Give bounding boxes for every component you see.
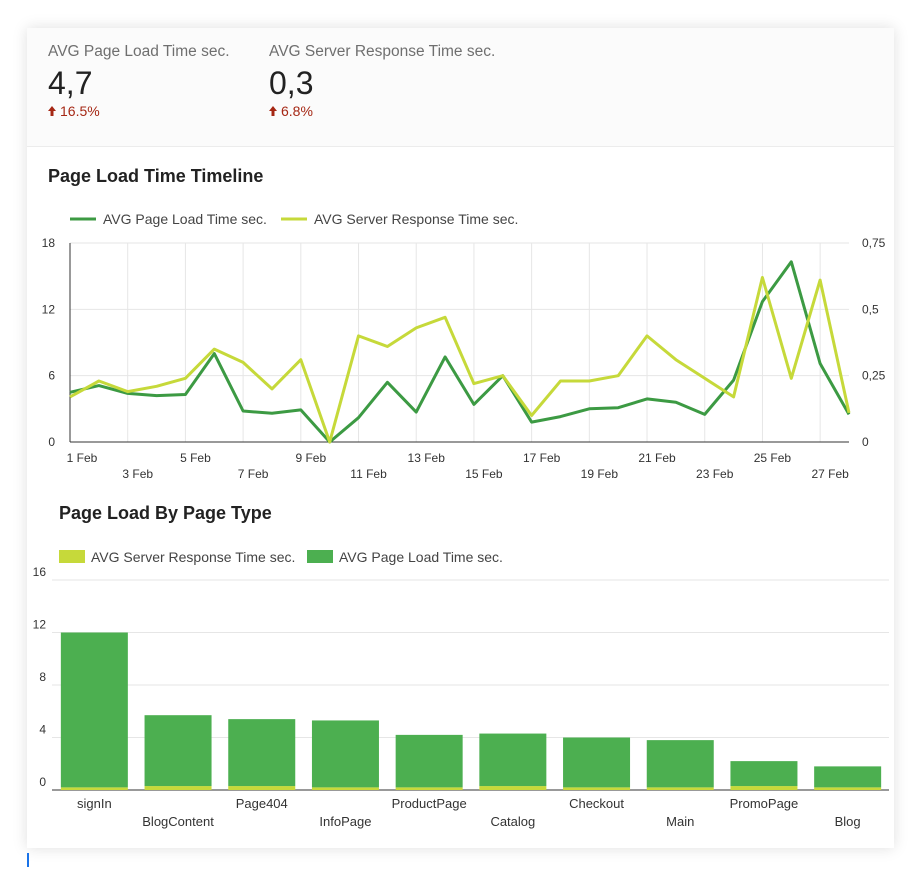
- y-tick-left: 0: [48, 435, 55, 449]
- by-type-title: Page Load By Page Type: [59, 503, 272, 523]
- x-tick-label: 23 Feb: [696, 467, 734, 481]
- arrow-up-icon: [48, 106, 56, 116]
- y-tick: 4: [39, 723, 46, 737]
- x-category-label: BlogContent: [142, 814, 214, 829]
- bar-segment: [563, 787, 631, 790]
- bar-segment: [60, 632, 128, 788]
- kpi-label: AVG Page Load Time sec.: [48, 43, 230, 60]
- x-category-label: Checkout: [569, 796, 624, 811]
- kpi-value: 4,7: [48, 65, 93, 101]
- bar-segment: [311, 720, 379, 788]
- kpi-change-value: 16.5%: [60, 103, 100, 119]
- x-tick-label: 17 Feb: [523, 451, 561, 465]
- bar-segment: [646, 740, 714, 788]
- legend-swatch: [307, 550, 333, 563]
- x-category-label: signIn: [77, 796, 112, 811]
- bar-segment: [311, 787, 379, 790]
- kpi-change: 16.5%: [48, 103, 230, 119]
- y-tick-right: 0,25: [862, 369, 886, 383]
- x-tick-label: 9 Feb: [295, 451, 326, 465]
- bar-segment: [144, 715, 212, 787]
- legend-label: AVG Page Load Time sec.: [103, 211, 267, 227]
- bar-segment: [60, 787, 128, 790]
- legend-swatch: [59, 550, 85, 563]
- timeline-title: Page Load Time Timeline: [48, 166, 264, 186]
- bar-segment: [228, 786, 296, 790]
- kpi-server-response[interactable]: AVG Server Response Time sec. 0,3 6.8%: [269, 43, 495, 119]
- x-tick-label: 21 Feb: [638, 451, 676, 465]
- y-tick: 12: [33, 618, 47, 632]
- y-tick-right: 0,75: [862, 236, 886, 250]
- series-line: [69, 260, 851, 444]
- kpi-change: 6.8%: [269, 103, 495, 119]
- bar-segment: [730, 761, 798, 787]
- y-tick: 0: [39, 775, 46, 789]
- kpi-change-value: 6.8%: [281, 103, 313, 119]
- y-tick-left: 6: [48, 369, 55, 383]
- x-tick-label: 15 Feb: [465, 467, 503, 481]
- x-category-label: ProductPage: [392, 796, 467, 811]
- x-category-label: Catalog: [490, 814, 535, 829]
- arrow-up-icon: [269, 106, 277, 116]
- bar-segment: [479, 733, 547, 787]
- x-tick-label: 13 Feb: [408, 451, 446, 465]
- legend-label: AVG Page Load Time sec.: [339, 549, 503, 565]
- bar-segment: [228, 719, 296, 787]
- kpi-label: AVG Server Response Time sec.: [269, 43, 496, 60]
- dashboard-card: AVG Page Load Time sec. 4,7 16.5% AVG Se…: [27, 28, 894, 848]
- kpi-value: 0,3: [269, 65, 314, 101]
- bar-segment: [646, 787, 714, 790]
- legend-label: AVG Server Response Time sec.: [314, 211, 518, 227]
- bar-segment: [814, 766, 882, 788]
- x-category-label: Blog: [835, 814, 861, 829]
- x-category-label: InfoPage: [319, 814, 371, 829]
- kpi-page-load[interactable]: AVG Page Load Time sec. 4,7 16.5%: [48, 43, 230, 119]
- bar-segment: [563, 737, 631, 788]
- bar-segment: [814, 787, 882, 790]
- bar-segment: [730, 786, 798, 790]
- scroll-indicator: [27, 853, 29, 867]
- x-category-label: PromoPage: [730, 796, 799, 811]
- x-category-label: Page404: [236, 796, 288, 811]
- x-tick-label: 19 Feb: [581, 467, 619, 481]
- bar-segment: [144, 786, 212, 790]
- bar-segment: [395, 734, 463, 788]
- y-tick-left: 12: [42, 302, 56, 316]
- series-line: [69, 276, 851, 444]
- x-category-label: Main: [666, 814, 694, 829]
- y-tick-right: 0: [862, 435, 869, 449]
- bar-segment: [479, 786, 547, 790]
- kpi-panel: AVG Page Load Time sec. 4,7 16.5% AVG Se…: [27, 28, 894, 147]
- x-tick-label: 7 Feb: [238, 467, 269, 481]
- y-tick: 16: [33, 565, 47, 579]
- y-tick-left: 18: [42, 236, 56, 250]
- y-tick-right: 0,5: [862, 302, 879, 316]
- bar-segment: [395, 787, 463, 790]
- y-tick: 8: [39, 670, 46, 684]
- x-tick-label: 3 Feb: [122, 467, 153, 481]
- x-tick-label: 11 Feb: [350, 467, 387, 481]
- x-tick-label: 27 Feb: [811, 467, 849, 481]
- x-tick-label: 25 Feb: [754, 451, 792, 465]
- timeline-chart[interactable]: 0 6 12 18 0 0,25 0,5 0,75 1 Feb 3 Feb 5 Feb 7 Feb 9 …: [0, 0, 921, 500]
- x-tick-label: 5 Feb: [180, 451, 211, 465]
- x-tick-label: 1 Feb: [67, 451, 98, 465]
- legend-label: AVG Server Response Time sec.: [91, 549, 295, 565]
